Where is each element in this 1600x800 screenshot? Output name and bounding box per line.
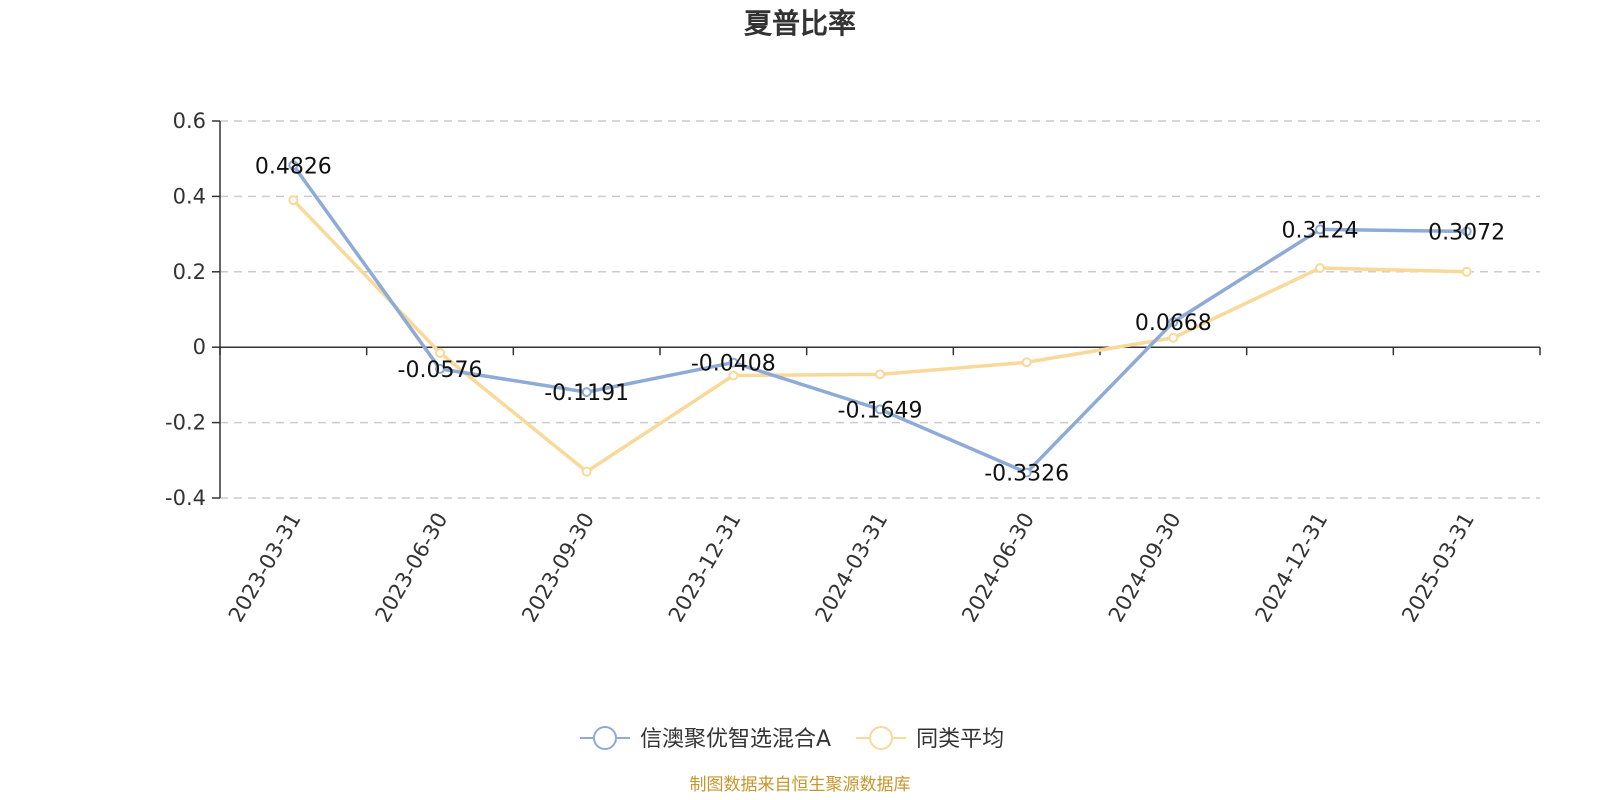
x-tick-label: 2024-09-30: [1104, 509, 1186, 627]
series-0-point: [1315, 224, 1325, 235]
axes: -0.4 -0.2 0 0.2 0.4 0.6 2023-03-31 2023-06-30 20…: [165, 109, 1541, 627]
series-1-point: [728, 370, 739, 381]
legend-marker-0: [593, 726, 617, 750]
source-note: 制图数据来自恒生聚源数据库: [690, 775, 911, 795]
series-0-point: [1461, 226, 1472, 237]
x-tick-label: 2025-03-31: [1397, 509, 1479, 627]
series-0-point: [581, 387, 592, 398]
series-0-point: [728, 357, 739, 368]
x-tick-label: 2023-03-31: [224, 509, 306, 627]
y-tick-label: -0.2: [165, 411, 206, 435]
series-lines: [291, 164, 1467, 475]
series-0-point: [1168, 317, 1179, 328]
legend: 信澳聚优智选混合A 同类平均: [580, 726, 1004, 752]
series-1-point: [1461, 266, 1472, 277]
series-1-point: [1021, 357, 1032, 368]
grid-lines: [220, 120, 1540, 499]
y-tick-label: -0.4: [165, 486, 206, 510]
y-tick-label: 0.6: [173, 109, 206, 133]
data-label: -0.3326: [984, 462, 1069, 487]
series-1-point: [1168, 332, 1179, 343]
data-label: 0.0668: [1135, 311, 1212, 336]
series-1-point: [435, 347, 445, 358]
series-0-point: [288, 160, 299, 171]
series-0-point: [435, 363, 445, 374]
series-0-point: [875, 404, 885, 415]
data-label: 0.3072: [1428, 220, 1505, 245]
series-1-point: [875, 369, 885, 380]
data-labels: 0.4826 -0.0576 -0.1191 -0.0408 -0.1649 -0.332…: [255, 154, 1505, 486]
series-1-point: [288, 195, 299, 206]
series-points: [288, 160, 1472, 478]
data-label: 0.3124: [1282, 218, 1359, 243]
legend-label-1: 同类平均: [916, 727, 1004, 752]
series-1-point: [1315, 263, 1325, 274]
x-tick-label: 2023-12-31: [664, 509, 746, 627]
x-tick-label: 2024-12-31: [1251, 509, 1333, 627]
x-tick-label: 2023-06-30: [371, 509, 453, 627]
series-1-point: [581, 466, 592, 477]
x-tick-label: 2024-06-30: [957, 509, 1039, 627]
x-tick-label: 2023-09-30: [517, 509, 599, 627]
y-tick-label: 0.4: [173, 184, 206, 208]
y-tick-label: 0.2: [173, 260, 206, 284]
data-label: 0.4826: [255, 154, 332, 179]
legend-marker-1: [869, 726, 894, 750]
data-label: -0.0408: [691, 352, 776, 377]
legend-label-0: 信澳聚优智选混合A: [640, 727, 831, 752]
data-label: -0.0576: [398, 358, 483, 383]
y-tick-label: 0: [193, 335, 206, 359]
series-line-0: [291, 164, 1467, 475]
chart-title: 夏普比率: [744, 7, 856, 40]
series-0-point: [1021, 467, 1032, 478]
data-label: -0.1191: [544, 381, 629, 406]
data-label: -0.1649: [838, 398, 923, 423]
x-tick-label: 2024-03-31: [811, 509, 893, 627]
